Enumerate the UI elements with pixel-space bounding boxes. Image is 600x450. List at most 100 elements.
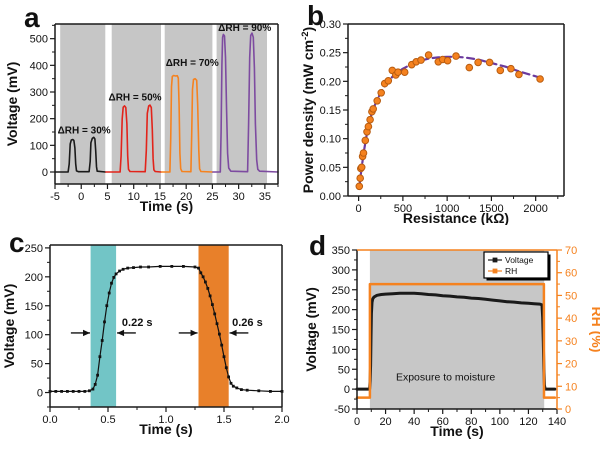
svg-text:0.00: 0.00: [320, 191, 341, 203]
svg-text:500: 500: [394, 203, 412, 215]
svg-text:150: 150: [25, 301, 43, 313]
svg-text:100: 100: [30, 140, 48, 152]
svg-text:200: 200: [30, 114, 48, 126]
svg-text:0: 0: [78, 191, 84, 203]
x-axis: -5 0 5 10 15 20 25 30 35 Time (s): [50, 184, 279, 214]
x-axis-title: Time (s): [140, 198, 193, 214]
svg-text:ΔRH = 50%: ΔRH = 50%: [109, 93, 162, 104]
svg-text:0: 0: [344, 384, 350, 396]
svg-text:1.0: 1.0: [158, 414, 173, 426]
svg-text:0.20: 0.20: [320, 76, 341, 88]
y-axis-left: 0.00 0.05 0.10 0.15 0.20 0.25 0.30 Power densit…: [300, 19, 348, 203]
panel-letter-a: a: [24, 2, 40, 33]
svg-text:30: 30: [233, 191, 245, 203]
svg-text:250: 250: [25, 243, 43, 255]
svg-text:25: 25: [206, 191, 218, 203]
svg-text:1.5: 1.5: [216, 414, 231, 426]
svg-text:100: 100: [25, 330, 43, 342]
x-axis: 0.0 0.5 1.0 1.5 2.0 Time (s): [42, 407, 290, 437]
svg-text:0: 0: [565, 404, 571, 416]
series-dRH-90: [212, 32, 279, 173]
svg-text:100: 100: [332, 344, 350, 356]
svg-text:0: 0: [42, 167, 48, 179]
y-axis-title: Power density (mW cm-2): [300, 27, 316, 193]
svg-text:-5: -5: [50, 191, 60, 203]
svg-text:10: 10: [565, 381, 577, 393]
svg-text:20: 20: [565, 359, 577, 371]
svg-text:0.22 s: 0.22 s: [122, 317, 153, 329]
axes-frame: [49, 244, 283, 408]
axes-frame: [347, 23, 565, 197]
svg-text:40: 40: [565, 313, 577, 325]
svg-text:0.25: 0.25: [320, 48, 341, 60]
series-power density: [355, 51, 544, 191]
svg-text:20: 20: [379, 416, 391, 428]
series-voltage: [48, 265, 284, 393]
svg-text:ΔRH = 70%: ΔRH = 70%: [166, 58, 219, 69]
series-fit: [358, 55, 544, 187]
svg-text:400: 400: [30, 60, 48, 72]
svg-text:70: 70: [565, 245, 577, 257]
svg-text:5: 5: [104, 191, 110, 203]
series-Voltage: [355, 291, 557, 391]
svg-text:50: 50: [565, 290, 577, 302]
svg-text:40: 40: [408, 416, 420, 428]
axes-frame: [54, 23, 279, 185]
svg-text:200: 200: [25, 272, 43, 284]
svg-text:35: 35: [259, 191, 271, 203]
annotations: Exposure to moisture: [396, 371, 495, 383]
svg-text:0.05: 0.05: [320, 162, 341, 174]
x-axis: 0 500 1000 1500 2000 Resistance (kΩ): [356, 196, 559, 225]
panel-letter-b: b: [307, 0, 325, 31]
shaded-bands: [60, 24, 267, 184]
y-axis-right: 0 10 20 30 40 50 60 70 RH (%): [557, 245, 600, 416]
svg-text:50: 50: [338, 364, 350, 376]
svg-text:1500: 1500: [479, 203, 503, 215]
svg-text:10: 10: [128, 191, 140, 203]
x-axis: 0 20 40 60 80 100 120 140 Time (s): [354, 409, 566, 439]
svg-text:60: 60: [565, 268, 577, 280]
svg-text:15: 15: [154, 191, 166, 203]
series-RH: [355, 282, 557, 399]
x-axis-title: Resistance (kΩ): [403, 210, 509, 225]
svg-text:300: 300: [30, 87, 48, 99]
y-axis-left: 0 50 100 150 200 250 Voltage (mV): [1, 243, 50, 408]
svg-text:250: 250: [332, 285, 350, 297]
annotations: ΔRH = 30% ΔRH = 50% ΔRH = 70% ΔRH = 90%: [58, 23, 272, 136]
svg-text:Voltage: Voltage: [505, 255, 534, 265]
panel-letter-d: d: [309, 230, 327, 261]
svg-text:30: 30: [565, 336, 577, 348]
svg-text:100: 100: [491, 416, 509, 428]
svg-text:0: 0: [356, 203, 362, 215]
svg-text:-50: -50: [334, 404, 350, 416]
svg-text:Exposure to moisture: Exposure to moisture: [396, 371, 495, 383]
series-dRH-30: [54, 136, 107, 173]
x-axis-title: Time (s): [139, 421, 192, 437]
svg-text:80: 80: [465, 416, 477, 428]
svg-text:0.30: 0.30: [320, 19, 341, 31]
svg-text:0.15: 0.15: [320, 105, 341, 117]
svg-text:ΔRH = 30%: ΔRH = 30%: [58, 125, 111, 136]
y2-axis-title: RH (%): [589, 307, 600, 353]
svg-text:50: 50: [31, 359, 43, 371]
svg-text:2.0: 2.0: [274, 414, 289, 426]
svg-text:2000: 2000: [523, 203, 547, 215]
panel-c-chart: 0.0 0.5 1.0 1.5 2.0 Time (s) 0 50 100 150 200 250 Vo…: [1, 243, 290, 437]
svg-text:350: 350: [332, 245, 350, 257]
svg-text:120: 120: [519, 416, 537, 428]
series-dRH-70: [160, 74, 214, 173]
svg-text:300: 300: [332, 265, 350, 277]
svg-text:20: 20: [180, 191, 192, 203]
svg-text:0.10: 0.10: [320, 134, 341, 146]
annotations: 0.22 s 0.26 s: [70, 317, 263, 337]
svg-text:150: 150: [332, 325, 350, 337]
panel-letter-c: c: [9, 227, 25, 258]
shaded-bands: [90, 245, 229, 407]
y-axis-title: Voltage (mV): [303, 287, 319, 372]
svg-text:0.5: 0.5: [100, 414, 115, 426]
